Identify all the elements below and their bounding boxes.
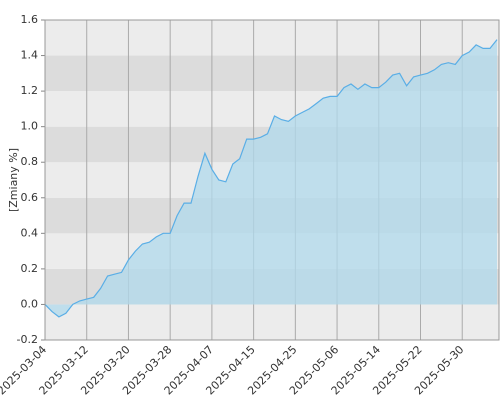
y-tick-label: 0.8 (21, 155, 39, 168)
y-tick-label: 1.2 (21, 84, 39, 97)
y-tick-label: 0.2 (21, 262, 39, 275)
y-tick-label: 1.4 (21, 49, 39, 62)
y-tick-label: 0.4 (21, 226, 39, 239)
grid-band (45, 20, 499, 56)
line (44, 39, 498, 318)
y-tick-label: 1.6 (21, 13, 39, 26)
y-tick-label: 0.0 (21, 297, 39, 310)
grid-band (45, 304, 499, 340)
y-axis-label: [Zmiany %] (7, 148, 20, 212)
area (45, 39, 497, 317)
y-tick-label: 0.6 (21, 191, 39, 204)
y-tick-label: -0.2 (17, 333, 38, 346)
y-tick-label: 1.0 (21, 120, 39, 133)
plot-border (44, 19, 500, 341)
